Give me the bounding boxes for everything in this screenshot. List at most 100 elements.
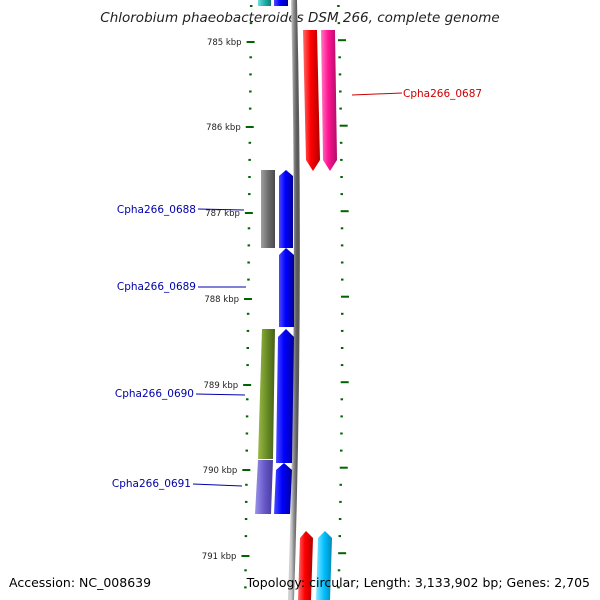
cds-cpha266-0688[interactable]: [279, 170, 293, 248]
outer-major-tick: [338, 552, 347, 555]
genome-summary-text: Topology: circular; Length: 3,133,902 bp…: [246, 575, 590, 590]
major-tick: [245, 126, 254, 128]
minor-tick: [247, 261, 250, 264]
outer-minor-tick: [340, 329, 344, 332]
outer-minor-tick: [338, 56, 341, 59]
minor-tick: [246, 329, 250, 332]
map-title: Chlorobium phaeobacteroides DSM 266, com…: [100, 10, 500, 26]
minor-tick: [245, 415, 249, 418]
minor-tick: [247, 227, 251, 230]
outer-major-tick: [340, 295, 349, 298]
outer-minor-tick: [339, 500, 342, 503]
minor-tick: [246, 364, 249, 367]
minor-tick: [245, 483, 248, 486]
minor-tick: [248, 193, 251, 196]
accession-text: Accession: NC_008639: [9, 575, 152, 590]
minor-tick: [245, 432, 249, 435]
minor-tick: [249, 22, 253, 25]
label-leader-cpha266-0691: [192, 483, 243, 487]
outer-minor-tick: [337, 569, 341, 572]
outer-minor-tick: [340, 312, 344, 315]
outer-major-tick: [340, 210, 349, 213]
minor-tick: [246, 398, 249, 401]
kbp-label: 788 kbp: [204, 295, 239, 305]
major-tick: [246, 41, 255, 43]
outer-major-tick: [340, 381, 349, 384]
label-leader-cpha266-0690: [195, 393, 246, 396]
outer-minor-tick: [340, 193, 344, 196]
outer-minor-tick: [339, 483, 342, 486]
gene-label-cpha266-0689[interactable]: Cpha266_0689: [117, 281, 196, 293]
minor-tick: [248, 158, 251, 161]
outer-minor-tick: [340, 244, 344, 247]
kbp-label: 787 kbp: [205, 209, 240, 219]
major-tick: [244, 212, 253, 214]
cds-cpha266-0687[interactable]: [303, 30, 320, 171]
minor-tick: [249, 90, 252, 93]
inner-tick-track: [244, 5, 253, 589]
outer-minor-tick: [339, 90, 342, 93]
minor-tick: [245, 449, 248, 452]
minor-tick: [246, 312, 250, 315]
outer-minor-tick: [337, 5, 340, 7]
outer-minor-tick: [340, 347, 344, 349]
major-tick: [242, 469, 251, 471]
minor-tick: [248, 141, 252, 144]
minor-tick: [244, 586, 247, 589]
minor-tick: [249, 5, 253, 7]
minor-tick: [249, 56, 252, 59]
cds-cpha266-0691[interactable]: [274, 463, 292, 514]
gene-cpha266-0687[interactable]: [321, 30, 337, 171]
partial-feature-top-teal: [258, 0, 271, 6]
outer-major-tick: [338, 39, 347, 42]
outer-major-tick: [339, 466, 348, 469]
kbp-label: 790 kbp: [203, 466, 238, 476]
major-tick: [243, 384, 252, 386]
kbp-label: 785 kbp: [207, 38, 242, 48]
gene-label-cpha266-0687[interactable]: Cpha266_0687: [403, 88, 482, 100]
gene-label-cpha266-0690[interactable]: Cpha266_0690: [115, 388, 194, 400]
label-leader-cpha266-0687: [351, 92, 403, 96]
outer-minor-tick: [338, 535, 342, 538]
minor-tick: [248, 176, 251, 178]
cds-cpha266-0690[interactable]: [276, 329, 294, 463]
minor-tick: [247, 244, 251, 247]
minor-tick: [248, 107, 252, 110]
outer-minor-tick: [340, 158, 343, 161]
minor-tick: [244, 518, 248, 520]
outer-minor-tick: [338, 73, 342, 76]
kbp-label: 789 kbp: [204, 381, 239, 391]
minor-tick: [244, 535, 248, 538]
outer-minor-tick: [340, 278, 344, 281]
outer-minor-tick: [340, 398, 344, 401]
minor-tick: [244, 569, 247, 572]
outer-minor-tick: [339, 107, 342, 110]
major-tick: [241, 555, 250, 557]
outer-minor-tick: [340, 261, 344, 264]
label-leader-cpha266-0688: [197, 208, 245, 211]
genome-backbone-arc: [288, 0, 300, 600]
gene-label-cpha266-0688[interactable]: Cpha266_0688: [117, 204, 196, 216]
outer-minor-tick: [340, 432, 343, 435]
gene-bottom-cyan[interactable]: [316, 531, 332, 600]
outer-minor-tick: [337, 22, 341, 25]
gene-cpha266-0690[interactable]: [258, 329, 275, 459]
kbp-scale: 785 kbp 786 kbp 787 kbp 788 kbp 789 kbp 790 k…: [202, 38, 255, 562]
outer-minor-tick: [340, 176, 343, 178]
cds-cpha266-0689[interactable]: [279, 248, 294, 327]
partial-feature-top-blue: [274, 0, 288, 6]
gene-label-cpha266-0691[interactable]: Cpha266_0691: [112, 478, 191, 490]
outer-major-tick: [339, 124, 348, 127]
gene-cpha266-0691[interactable]: [255, 460, 273, 514]
major-tick: [244, 298, 253, 300]
minor-tick: [247, 278, 250, 281]
kbp-label: 786 kbp: [206, 123, 241, 133]
cds-bottom-red[interactable]: [298, 531, 313, 600]
minor-tick: [249, 73, 252, 76]
outer-minor-tick: [340, 227, 344, 230]
gene-cpha266-0688[interactable]: [261, 170, 275, 248]
outer-minor-tick: [337, 586, 340, 589]
outer-minor-tick: [340, 415, 343, 418]
